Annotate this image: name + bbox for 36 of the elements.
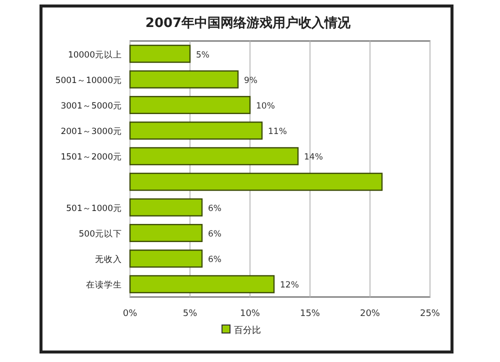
- x-tick-label: 5%: [182, 309, 198, 319]
- data-label: 6%: [208, 204, 222, 214]
- bar: [129, 224, 203, 242]
- data-label: 6%: [208, 230, 222, 240]
- bar: [129, 122, 263, 140]
- y-tick-label: 501～1000元: [66, 202, 122, 214]
- y-tick-label: 3001～5000元: [60, 100, 122, 112]
- bar: [129, 250, 203, 268]
- data-label: 6%: [208, 255, 222, 266]
- bar: [129, 172, 383, 191]
- bar: [129, 147, 299, 166]
- legend-label: 百分比: [234, 325, 261, 336]
- bar: [129, 198, 203, 216]
- chart-title: 2007年中国网络游戏用户收入情况: [145, 15, 352, 31]
- y-tick-label: 无收入: [95, 254, 122, 266]
- x-tick-label: 10%: [240, 309, 260, 319]
- data-label: 12%: [280, 280, 299, 291]
- bar: [129, 70, 239, 88]
- x-tick-label: 0%: [122, 309, 138, 319]
- data-label: 10%: [256, 102, 275, 112]
- y-tick-label: 2001～3000元: [60, 126, 122, 138]
- bar: [129, 275, 275, 294]
- bar: [129, 44, 191, 63]
- y-tick-label: 在读学生: [86, 280, 122, 291]
- data-label: 11%: [268, 127, 287, 138]
- data-label: 9%: [244, 76, 258, 86]
- data-label: 14%: [304, 152, 323, 163]
- bar: [129, 96, 251, 114]
- y-tick-label: 500元以下: [78, 228, 122, 240]
- x-tick-label: 20%: [360, 309, 380, 319]
- y-tick-label: 5001～10000元: [55, 74, 122, 86]
- y-tick-label: 1501～2000元: [60, 152, 122, 163]
- x-tick-label: 25%: [420, 309, 440, 319]
- y-tick-label: 10000元以上: [68, 49, 122, 60]
- x-tick-label: 15%: [300, 309, 320, 319]
- data-label: 5%: [196, 50, 210, 60]
